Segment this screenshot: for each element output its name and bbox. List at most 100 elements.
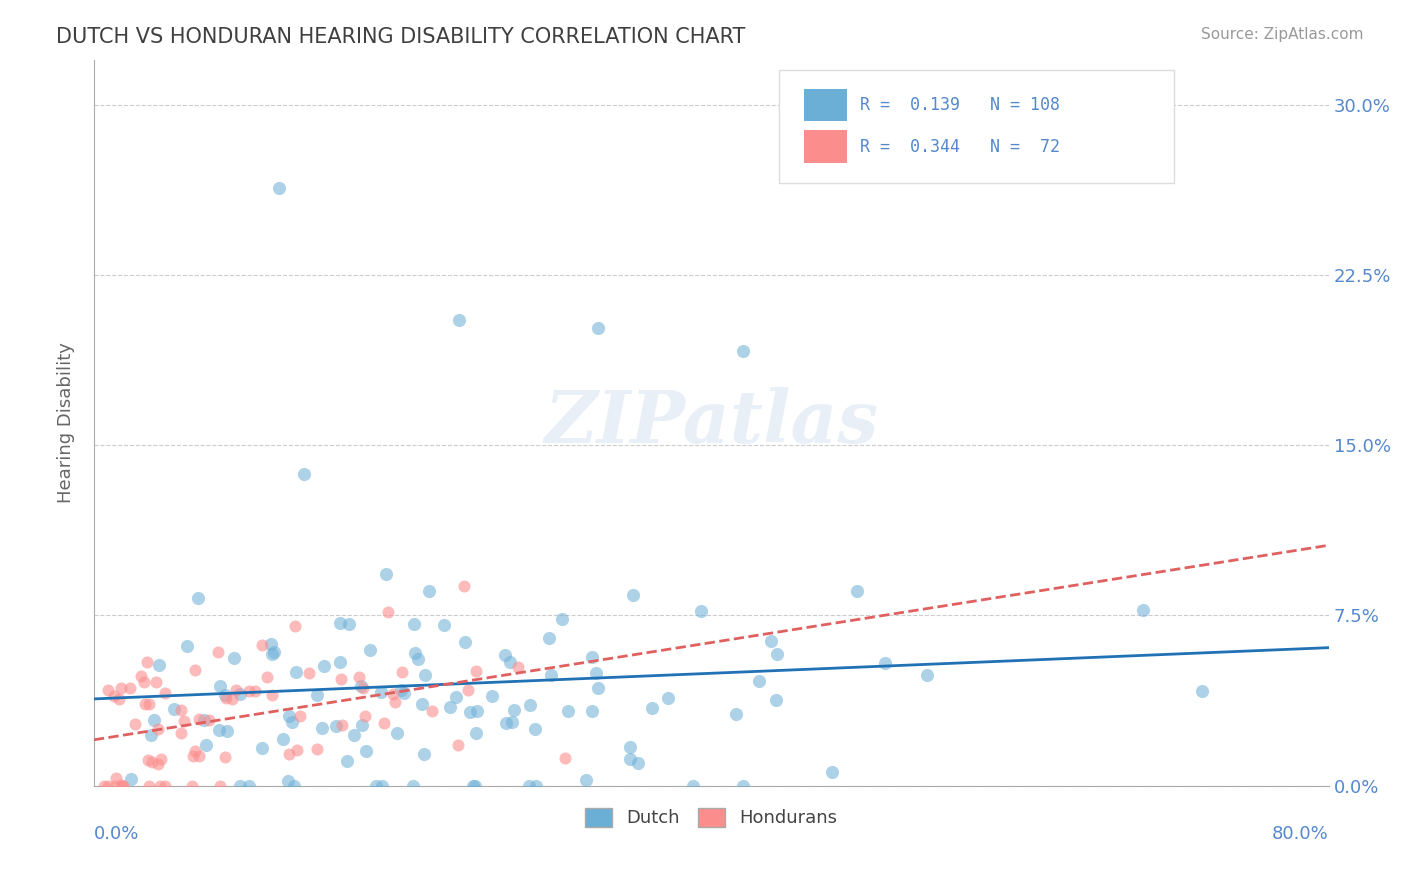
Dutch — [374, 566, 396, 581]
Hondurans — [183, 663, 205, 677]
Dutch — [464, 725, 486, 739]
Legend: Dutch, Hondurans: Dutch, Hondurans — [578, 801, 845, 835]
Hondurans — [554, 751, 576, 765]
Hondurans — [120, 681, 142, 695]
Dutch — [748, 674, 770, 689]
Hondurans — [124, 717, 146, 731]
Hondurans — [422, 704, 444, 718]
Dutch — [359, 643, 381, 657]
Dutch — [229, 779, 252, 793]
Dutch — [619, 740, 641, 755]
FancyBboxPatch shape — [804, 130, 848, 162]
Hondurans — [108, 691, 131, 706]
Dutch — [262, 647, 284, 661]
Dutch — [364, 779, 387, 793]
Hondurans — [134, 675, 156, 690]
Dutch — [540, 668, 562, 682]
Hondurans — [384, 695, 406, 709]
Hondurans — [138, 779, 160, 793]
Text: ZIPatlas: ZIPatlas — [544, 387, 879, 458]
Dutch — [585, 665, 607, 680]
Dutch — [337, 616, 360, 631]
Dutch — [412, 747, 434, 762]
Dutch — [371, 779, 394, 793]
Hondurans — [138, 697, 160, 711]
Dutch — [461, 779, 484, 793]
Hondurans — [305, 742, 328, 756]
Hondurans — [184, 744, 207, 758]
Dutch — [405, 646, 427, 660]
Dutch — [1191, 683, 1213, 698]
Hondurans — [141, 756, 163, 770]
Dutch — [733, 343, 755, 358]
Dutch — [263, 645, 285, 659]
Hondurans — [134, 697, 156, 711]
Dutch — [187, 591, 209, 605]
Dutch — [588, 681, 610, 696]
Hondurans — [225, 682, 247, 697]
Dutch — [238, 779, 260, 793]
Dutch — [759, 634, 782, 648]
Dutch — [343, 728, 366, 742]
Hondurans — [221, 692, 243, 706]
Dutch — [586, 320, 609, 334]
Hondurans — [347, 670, 370, 684]
Dutch — [765, 692, 787, 706]
Hondurans — [250, 638, 273, 652]
Dutch — [454, 635, 477, 649]
Hondurans — [352, 681, 374, 695]
Dutch — [250, 740, 273, 755]
Hondurans — [277, 747, 299, 761]
Dutch — [336, 754, 359, 768]
Dutch — [523, 722, 546, 736]
Dutch — [329, 655, 352, 669]
Dutch — [193, 714, 215, 728]
Hondurans — [188, 712, 211, 726]
Hondurans — [198, 713, 221, 727]
Dutch — [581, 650, 603, 665]
Hondurans — [298, 666, 321, 681]
Hondurans — [288, 709, 311, 723]
Hondurans — [97, 779, 120, 793]
Dutch — [873, 656, 896, 670]
Hondurans — [381, 687, 404, 701]
Hondurans — [136, 753, 159, 767]
Hondurans — [129, 668, 152, 682]
Hondurans — [173, 714, 195, 729]
Dutch — [641, 701, 664, 715]
Dutch — [725, 706, 748, 721]
Dutch — [370, 685, 392, 699]
Dutch — [464, 779, 486, 793]
Dutch — [352, 717, 374, 731]
Dutch — [447, 313, 470, 327]
Dutch — [766, 648, 789, 662]
Dutch — [394, 686, 416, 700]
Hondurans — [103, 689, 125, 703]
Hondurans — [93, 779, 115, 793]
Dutch — [354, 744, 377, 758]
Dutch — [846, 584, 869, 599]
Dutch — [524, 779, 547, 793]
Hondurans — [373, 716, 395, 731]
Dutch — [444, 690, 467, 704]
Dutch — [209, 679, 232, 693]
Hondurans — [149, 779, 172, 793]
Text: R =  0.139   N = 108: R = 0.139 N = 108 — [859, 95, 1060, 113]
Dutch — [1132, 602, 1154, 616]
Hondurans — [97, 682, 120, 697]
Dutch — [329, 615, 352, 630]
Dutch — [517, 779, 540, 793]
Dutch — [176, 640, 198, 654]
Hondurans — [243, 683, 266, 698]
Dutch — [915, 668, 938, 682]
Hondurans — [506, 660, 529, 674]
Dutch — [575, 772, 598, 787]
Dutch — [495, 715, 517, 730]
Dutch — [581, 704, 603, 718]
Dutch — [195, 738, 218, 752]
Dutch — [501, 714, 523, 729]
Hondurans — [354, 709, 377, 723]
Hondurans — [105, 772, 128, 786]
Dutch — [465, 704, 488, 718]
Dutch — [550, 612, 572, 626]
